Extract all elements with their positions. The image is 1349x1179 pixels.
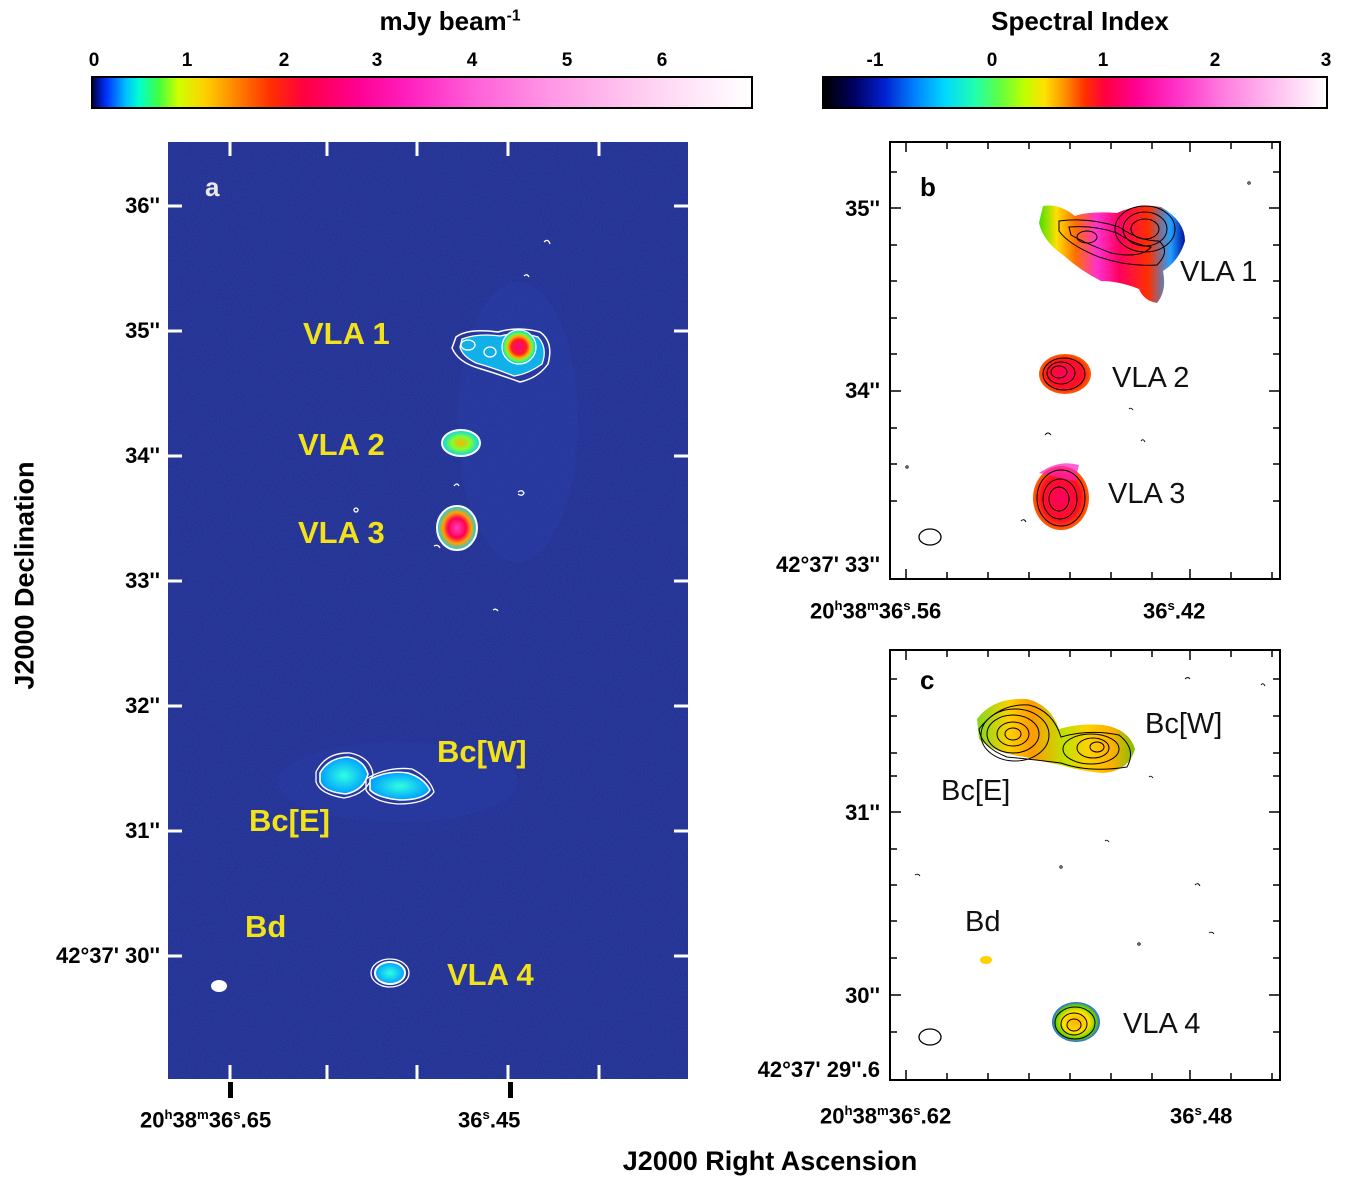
- colorbar-right: [822, 76, 1328, 109]
- ra-fraction: .65: [240, 1107, 272, 1133]
- panel-a-letter: a: [205, 172, 220, 202]
- ra-seconds: 36: [208, 1107, 234, 1133]
- colorbar-left-title-sup: -1: [506, 7, 521, 25]
- panel-a-label-vla4: VLA 4: [447, 957, 534, 992]
- panel-a-dec-label: 42°37' 30'': [55, 943, 160, 968]
- ra-seconds: 36: [1143, 598, 1168, 624]
- colorbar-left-tick: 4: [466, 50, 478, 71]
- panel-c-ra-label: 36s.48: [1170, 1103, 1233, 1129]
- panel-a-ra-label: 20h38m36s.65: [140, 1107, 272, 1133]
- ra-minutes: 38: [172, 1107, 198, 1133]
- panel-a-label-bd: Bd: [245, 909, 287, 944]
- panel-c-dec-label: 30'': [845, 983, 880, 1008]
- panel-b-dec-label: 42°37' 33'': [775, 552, 880, 577]
- panel-c-label-bd: Bd: [965, 906, 1001, 938]
- panel-a-dec-label: 32'': [125, 693, 160, 718]
- panel-c-letter: c: [920, 665, 935, 695]
- panel-c-label-vla4: VLA 4: [1123, 1008, 1201, 1040]
- colorbar-left: [91, 76, 753, 109]
- colorbar-left-tick: 1: [181, 50, 193, 71]
- panel-a-label-bcw: Bc[W]: [437, 734, 527, 769]
- panel-b-label-vla3: VLA 3: [1108, 478, 1186, 510]
- ra-seconds: 36: [458, 1107, 483, 1133]
- colorbar-left-tick: 2: [278, 50, 290, 71]
- panel-a-ra-tickmark: [508, 1082, 513, 1098]
- panel-b-image: [889, 141, 1281, 580]
- y-axis-title: J2000 Declination: [9, 461, 40, 690]
- panel-a-dec-label: 34'': [125, 443, 160, 468]
- panel-c-dec-label: 31'': [845, 800, 880, 825]
- panel-a-dec-label: 35'': [125, 318, 160, 343]
- ra-fraction: .45: [489, 1107, 521, 1133]
- colorbar-left-tick: 6: [656, 50, 668, 71]
- colorbar-right-tick: 1: [1097, 50, 1109, 71]
- panel-a-label-vla2: VLA 2: [298, 427, 385, 462]
- panel-c-dec-label: 42°37' 29''.6: [757, 1057, 880, 1082]
- panel-c-ra-label: 20h38m36s.62: [820, 1103, 952, 1129]
- colorbar-left-tick: 0: [88, 50, 100, 71]
- colorbar-right-tick: -1: [866, 50, 884, 71]
- ra-fraction: .48: [1201, 1103, 1233, 1129]
- ra-minutes: 38: [842, 598, 868, 624]
- panel-b-dec-label: 35'': [845, 196, 880, 221]
- ra-fraction: .42: [1174, 598, 1206, 624]
- panel-a-ra-label: 36s.45: [458, 1107, 521, 1133]
- panel-c-label-bce: Bc[E]: [941, 775, 1011, 807]
- panel-a-dec-label: 31'': [125, 818, 160, 843]
- panel-a-label-vla1: VLA 1: [303, 316, 390, 351]
- panel-a-image: [168, 142, 688, 1079]
- panel-c-label-bcw: Bc[W]: [1145, 708, 1223, 740]
- colorbar-right-tick: 2: [1209, 50, 1221, 71]
- panel-b-ra-label: 20h38m36s.56: [810, 598, 942, 624]
- ra-minutes: 38: [852, 1103, 878, 1129]
- ra-seconds: 36: [878, 598, 904, 624]
- colorbar-left-tick: 3: [371, 50, 383, 71]
- colorbar-left-title: mJy beam-1: [320, 6, 580, 37]
- colorbar-right-tick: 3: [1320, 50, 1332, 71]
- ra-seconds: 36: [888, 1103, 914, 1129]
- panel-a-label-bce: Bc[E]: [249, 803, 330, 838]
- colorbar-left-tick: 5: [561, 50, 573, 71]
- ra-fraction: .56: [910, 598, 942, 624]
- ra-hours: 20: [820, 1103, 845, 1129]
- x-axis-title: J2000 Right Ascension: [622, 1146, 918, 1176]
- colorbar-left-title-text: mJy beam: [379, 6, 507, 36]
- panel-a-ra-tickmark: [228, 1082, 233, 1098]
- panel-a-dec-label: 36'': [125, 193, 160, 218]
- panel-b-dec-label: 34'': [845, 378, 880, 403]
- panel-a-dec-label: 33'': [125, 568, 160, 593]
- panel-b-ra-label: 36s.42: [1143, 598, 1206, 624]
- ra-seconds: 36: [1170, 1103, 1195, 1129]
- panel-b-label-vla2: VLA 2: [1112, 362, 1190, 394]
- colorbar-right-tick: 0: [986, 50, 998, 71]
- ra-hours: 20: [140, 1107, 165, 1133]
- ra-hours: 20: [810, 598, 835, 624]
- panel-b-letter: b: [920, 172, 936, 202]
- panel-b-label-vla1: VLA 1: [1180, 256, 1258, 288]
- panel-c-image: [889, 649, 1281, 1081]
- colorbar-right-title: Spectral Index: [991, 6, 1169, 36]
- panel-a-label-vla3: VLA 3: [298, 515, 385, 550]
- ra-fraction: .62: [920, 1103, 952, 1129]
